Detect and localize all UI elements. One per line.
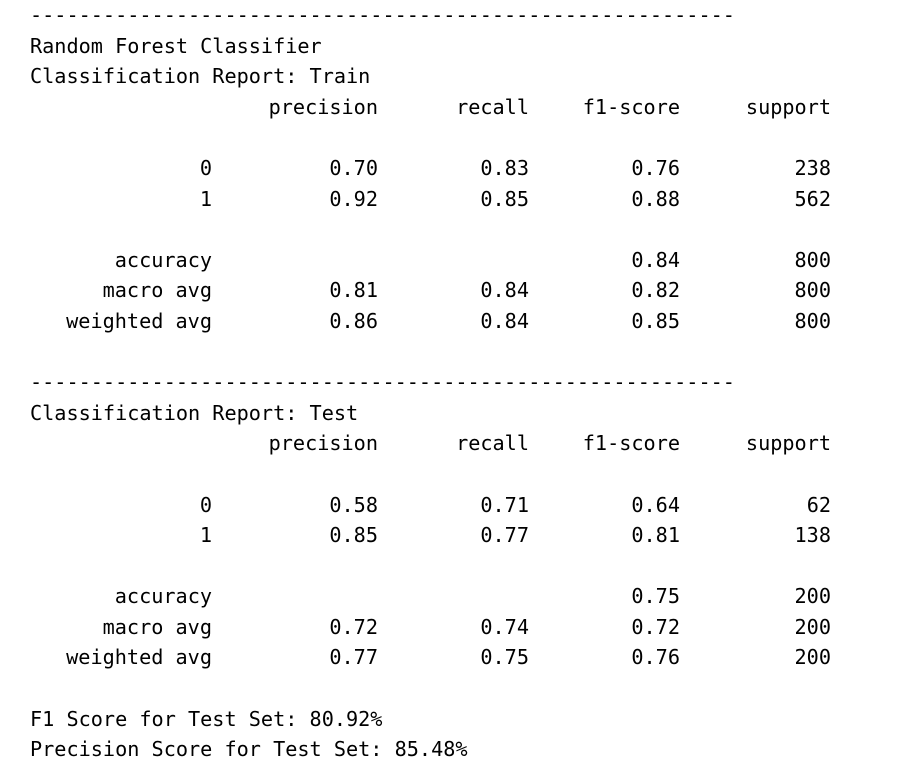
blank-line [30,673,910,704]
blank-line [30,459,910,490]
support-value: 800 [794,278,831,303]
table-row: macro avg 0.81 0.84 0.82 800 [30,275,910,306]
recall-value: 0.77 [480,523,529,548]
support-value: 562 [794,186,831,211]
recall-value: 0.83 [480,155,529,180]
f1-value: 0.75 [631,584,680,609]
f1-value: 0.72 [631,614,680,639]
train-header-row: precision recall f1-score support [30,92,910,123]
recall-value: 0.75 [480,645,529,670]
row-label: weighted avg [66,645,212,670]
blank-line [30,122,910,153]
table-row: 1 0.85 0.77 0.81 138 [30,520,910,551]
table-row: macro avg 0.72 0.74 0.72 200 [30,612,910,643]
col-precision-header: precision [268,94,378,119]
col-support-header: support [745,431,831,456]
train-report-title: Classification Report: Train [30,64,371,89]
table-row: weighted avg 0.77 0.75 0.76 200 [30,642,910,673]
precision-value: 0.70 [329,155,378,180]
col-f1-header: f1-score [582,431,680,456]
row-label: accuracy [114,584,212,609]
row-label: 0 [199,155,212,180]
table-row: weighted avg 0.86 0.84 0.85 800 [30,306,910,337]
f1-value: 0.82 [631,278,680,303]
row-label: accuracy [114,247,212,272]
blank-line [30,551,910,582]
table-row: 0 0.58 0.71 0.64 62 [30,490,910,521]
row-label: macro avg [102,614,212,639]
f1-value: 0.76 [631,155,680,180]
row-label: 1 [199,186,212,211]
f1-score-line: F1 Score for Test Set: 80.92% [30,706,383,731]
support-value: 800 [794,247,831,272]
recall-value: 0.84 [480,308,529,333]
recall-value: 0.74 [480,614,529,639]
precision-score-line: Precision Score for Test Set: 85.48% [30,737,468,762]
row-label: weighted avg [66,308,212,333]
recall-value: 0.71 [480,492,529,517]
table-row: 0 0.70 0.83 0.76 238 [30,153,910,184]
model-title: Random Forest Classifier [30,33,322,58]
f1-value: 0.76 [631,645,680,670]
support-value: 200 [794,614,831,639]
col-recall-header: recall [456,94,529,119]
col-support-header: support [745,94,831,119]
precision-value: 0.92 [329,186,378,211]
table-row: 1 0.92 0.85 0.88 562 [30,184,910,215]
col-precision-header: precision [268,431,378,456]
f1-value: 0.81 [631,523,680,548]
blank-line [30,214,910,245]
recall-value: 0.85 [480,186,529,211]
support-value: 200 [794,645,831,670]
table-row: accuracy 0.75 200 [30,581,910,612]
support-value: 238 [794,155,831,180]
table-row: accuracy 0.84 800 [30,245,910,276]
f1-value: 0.64 [631,492,680,517]
precision-value: 0.72 [329,614,378,639]
separator-line: ----------------------------------------… [30,370,735,395]
col-f1-header: f1-score [582,94,680,119]
precision-value: 0.58 [329,492,378,517]
support-value: 800 [794,308,831,333]
precision-value: 0.85 [329,523,378,548]
test-header-row: precision recall f1-score support [30,428,910,459]
test-report-title: Classification Report: Test [30,400,359,425]
notebook-output: ----------------------------------------… [30,0,910,770]
f1-value: 0.85 [631,308,680,333]
support-value: 200 [794,584,831,609]
col-recall-header: recall [456,431,529,456]
recall-value: 0.84 [480,278,529,303]
f1-value: 0.84 [631,247,680,272]
separator-line: ----------------------------------------… [30,3,735,27]
row-label: 1 [199,523,212,548]
support-value: 62 [806,492,831,517]
support-value: 138 [794,523,831,548]
row-label: 0 [199,492,212,517]
row-label: macro avg [102,278,212,303]
precision-value: 0.81 [329,278,378,303]
f1-value: 0.88 [631,186,680,211]
precision-value: 0.77 [329,645,378,670]
blank-line [30,337,910,368]
precision-value: 0.86 [329,308,378,333]
